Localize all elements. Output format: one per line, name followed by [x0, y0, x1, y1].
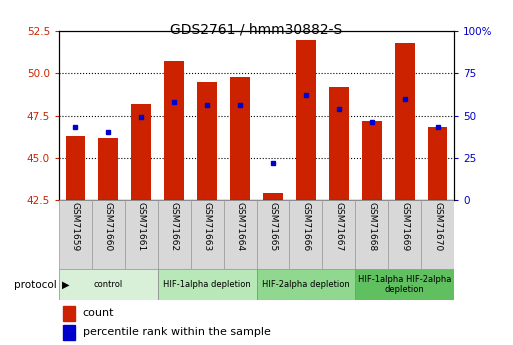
Bar	[322, 200, 355, 269]
Bar	[263, 193, 283, 200]
Text: HIF-1alpha depletion: HIF-1alpha depletion	[163, 280, 251, 289]
Bar	[230, 77, 250, 200]
Bar	[256, 200, 289, 269]
Text: GSM71667: GSM71667	[334, 202, 343, 252]
Text: protocol: protocol	[14, 280, 56, 289]
Bar	[59, 269, 158, 300]
Text: HIF-1alpha HIF-2alpha
depletion: HIF-1alpha HIF-2alpha depletion	[358, 275, 451, 294]
Text: GSM71668: GSM71668	[367, 202, 376, 252]
Text: GSM71663: GSM71663	[203, 202, 212, 252]
Text: HIF-2alpha depletion: HIF-2alpha depletion	[262, 280, 350, 289]
Bar	[63, 306, 75, 321]
Bar	[329, 87, 349, 200]
Bar	[394, 43, 415, 200]
Bar	[59, 200, 92, 269]
Bar	[98, 138, 118, 200]
Text: GSM71670: GSM71670	[433, 202, 442, 252]
Text: GSM71664: GSM71664	[235, 202, 245, 251]
Text: count: count	[83, 308, 114, 318]
Bar	[256, 269, 355, 300]
Bar	[158, 269, 256, 300]
Bar	[296, 40, 315, 200]
Text: GSM71661: GSM71661	[137, 202, 146, 252]
Bar	[355, 269, 454, 300]
Bar	[191, 200, 224, 269]
Bar	[158, 200, 191, 269]
Text: GSM71669: GSM71669	[400, 202, 409, 252]
Bar	[224, 200, 256, 269]
Text: control: control	[94, 280, 123, 289]
Text: GSM71666: GSM71666	[301, 202, 310, 252]
Text: ▶: ▶	[62, 280, 69, 289]
Bar	[355, 200, 388, 269]
Bar	[164, 61, 184, 200]
Bar	[66, 136, 85, 200]
Bar	[125, 200, 158, 269]
Bar	[428, 127, 447, 200]
Text: GSM71659: GSM71659	[71, 202, 80, 252]
Bar	[362, 121, 382, 200]
Bar	[421, 200, 454, 269]
Text: percentile rank within the sample: percentile rank within the sample	[83, 327, 270, 337]
Bar	[388, 200, 421, 269]
Bar	[197, 82, 217, 200]
Text: GSM71662: GSM71662	[170, 202, 179, 251]
Bar	[92, 200, 125, 269]
Bar	[131, 104, 151, 200]
Text: GDS2761 / hmm30882-S: GDS2761 / hmm30882-S	[170, 22, 343, 37]
Bar	[289, 200, 322, 269]
Text: GSM71665: GSM71665	[268, 202, 278, 252]
Text: GSM71660: GSM71660	[104, 202, 113, 252]
Bar	[63, 325, 75, 339]
